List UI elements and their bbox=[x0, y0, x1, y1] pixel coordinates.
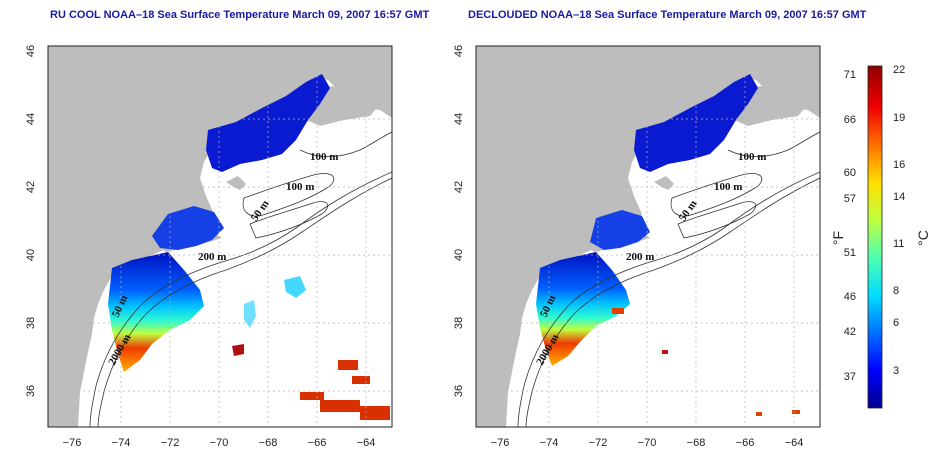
lat-tick-label: 38 bbox=[25, 317, 37, 329]
lat-tick-label: 44 bbox=[453, 113, 465, 125]
left-map-gridlines bbox=[48, 46, 392, 427]
fahrenheit-tick: 51 bbox=[844, 247, 856, 259]
lon-tick-label: −64 bbox=[357, 437, 376, 449]
lon-tick-label: −72 bbox=[589, 437, 608, 449]
celsius-tick: 6 bbox=[893, 317, 899, 329]
lon-tick-label: −66 bbox=[308, 437, 327, 449]
temperature-colorbar: 71 66 60 57 51 46 42 37 22 19 16 14 11 8… bbox=[830, 64, 931, 409]
celsius-tick: 3 bbox=[893, 365, 899, 377]
right-map-lon-ticks: −76 −74 −72 −70 −68 −66 −64 bbox=[491, 437, 804, 449]
fahrenheit-unit-label: °F bbox=[830, 231, 846, 245]
celsius-tick: 11 bbox=[893, 238, 904, 250]
fahrenheit-tick: 57 bbox=[844, 193, 856, 205]
right-map-title: DECLOUDED NOAA–18 Sea Surface Temperatur… bbox=[468, 9, 867, 21]
lat-tick-label: 40 bbox=[453, 249, 465, 261]
celsius-tick: 19 bbox=[893, 112, 905, 124]
celsius-tick: 14 bbox=[893, 191, 905, 203]
lon-tick-label: −76 bbox=[63, 437, 82, 449]
lon-tick-label: −76 bbox=[491, 437, 510, 449]
lat-tick-label: 42 bbox=[453, 181, 465, 193]
left-map-lon-ticks: −76 −74 −72 −70 −68 −66 −64 bbox=[63, 437, 376, 449]
right-contour-label: 100 m bbox=[738, 151, 766, 163]
lat-tick-label: 40 bbox=[25, 249, 37, 261]
lat-tick-label: 42 bbox=[25, 181, 37, 193]
lon-tick-label: −64 bbox=[785, 437, 804, 449]
lon-tick-label: −74 bbox=[112, 437, 131, 449]
right-map-cape-cod bbox=[654, 176, 674, 190]
celsius-tick: 22 bbox=[893, 64, 905, 76]
right-map-gridlines bbox=[476, 46, 820, 427]
lon-tick-label: −72 bbox=[161, 437, 180, 449]
lat-tick-label: 38 bbox=[453, 317, 465, 329]
left-map-frame bbox=[47, 45, 393, 428]
lat-tick-label: 46 bbox=[25, 45, 37, 57]
colorbar-celsius-ticks: 22 19 16 14 11 8 6 3 bbox=[893, 64, 905, 377]
left-contour-label: 200 m bbox=[198, 251, 226, 263]
fahrenheit-tick: 66 bbox=[844, 114, 856, 126]
left-map-title: RU COOL NOAA–18 Sea Surface Temperature … bbox=[50, 9, 430, 21]
left-contour-label: 100 m bbox=[286, 181, 314, 193]
right-contour-label: 200 m bbox=[626, 251, 654, 263]
fahrenheit-tick: 37 bbox=[844, 371, 856, 383]
right-map: 100 m 100 m 50 m 200 m 50 m 2000 m −76 −… bbox=[453, 45, 821, 449]
right-map-land bbox=[476, 46, 820, 427]
fahrenheit-tick: 42 bbox=[844, 326, 856, 338]
lat-tick-label: 46 bbox=[453, 45, 465, 57]
fahrenheit-tick: 60 bbox=[844, 167, 856, 179]
left-map-land bbox=[48, 46, 392, 427]
celsius-tick: 8 bbox=[893, 285, 899, 297]
lat-tick-label: 36 bbox=[25, 385, 37, 397]
lon-tick-label: −70 bbox=[638, 437, 657, 449]
colorbar-gradient bbox=[867, 65, 883, 409]
right-map-lat-ticks: 46 44 42 40 38 36 bbox=[453, 45, 465, 397]
right-map-frame bbox=[475, 45, 821, 428]
celsius-unit-label: °C bbox=[915, 230, 931, 246]
lon-tick-label: −66 bbox=[736, 437, 755, 449]
lon-tick-label: −68 bbox=[259, 437, 278, 449]
fahrenheit-tick: 71 bbox=[844, 69, 856, 81]
right-contour-label: 100 m bbox=[714, 181, 742, 193]
lat-tick-label: 44 bbox=[25, 113, 37, 125]
left-map-lat-ticks: 46 44 42 40 38 36 bbox=[25, 45, 37, 397]
fahrenheit-tick: 46 bbox=[844, 291, 856, 303]
left-map-cape-cod bbox=[226, 176, 246, 190]
lon-tick-label: −68 bbox=[687, 437, 706, 449]
left-contour-label: 100 m bbox=[310, 151, 338, 163]
colorbar-fahrenheit-ticks: 71 66 60 57 51 46 42 37 bbox=[844, 69, 856, 383]
celsius-tick: 16 bbox=[893, 159, 905, 171]
left-map: 100 m 100 m 50 m 200 m 50 m 2000 m −76 −… bbox=[25, 45, 393, 449]
lon-tick-label: −74 bbox=[540, 437, 559, 449]
lat-tick-label: 36 bbox=[453, 385, 465, 397]
lon-tick-label: −70 bbox=[210, 437, 229, 449]
